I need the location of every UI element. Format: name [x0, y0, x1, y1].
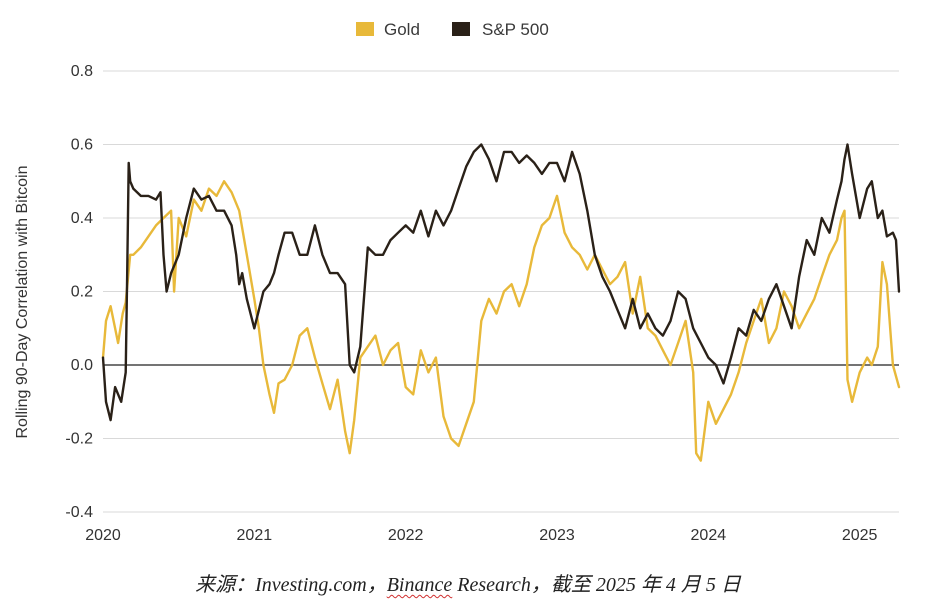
series-layer [101, 143, 901, 462]
y-tick-label: -0.2 [65, 431, 93, 448]
source-note: 来源：Investing.com，Binance Research，截至 202… [0, 568, 936, 597]
x-tick-label: 2020 [85, 527, 121, 544]
source-note-underlined: Binance [386, 574, 453, 596]
x-tick-labels: 2020 2021 2022 2023 2024 2025 [85, 527, 877, 544]
y-tick-label: 0.6 [71, 137, 93, 154]
y-tick-label: 0.0 [71, 357, 93, 374]
y-tick-label: 0.2 [71, 284, 93, 301]
source-note-prefix: 来源：Investing.com， [195, 574, 387, 596]
legend-label-gold: Gold [384, 20, 420, 39]
sp500-series-line [101, 143, 901, 422]
y-tick-labels: -0.4 -0.2 0.0 0.2 0.4 0.6 0.8 [65, 63, 93, 521]
legend-swatch-gold [356, 22, 374, 36]
gridlines [103, 70, 899, 513]
x-tick-label: 2021 [237, 527, 273, 544]
gold-series-line [101, 180, 901, 462]
legend-swatch-sp500 [452, 22, 470, 36]
x-tick-label: 2024 [691, 527, 727, 544]
x-tick-label: 2025 [842, 527, 878, 544]
y-tick-label: 0.4 [71, 210, 93, 227]
legend-label-sp500: S&P 500 [482, 20, 549, 39]
legend: Gold S&P 500 [356, 20, 549, 39]
y-tick-label: -0.4 [65, 504, 93, 521]
y-axis-title: Rolling 90-Day Correlation with Bitcoin [14, 165, 31, 438]
x-tick-label: 2023 [539, 527, 575, 544]
x-tick-label: 2022 [388, 527, 424, 544]
y-tick-label: 0.8 [71, 63, 93, 80]
source-note-suffix: Research，截至 2025 年 4 月 5 日 [452, 574, 741, 596]
